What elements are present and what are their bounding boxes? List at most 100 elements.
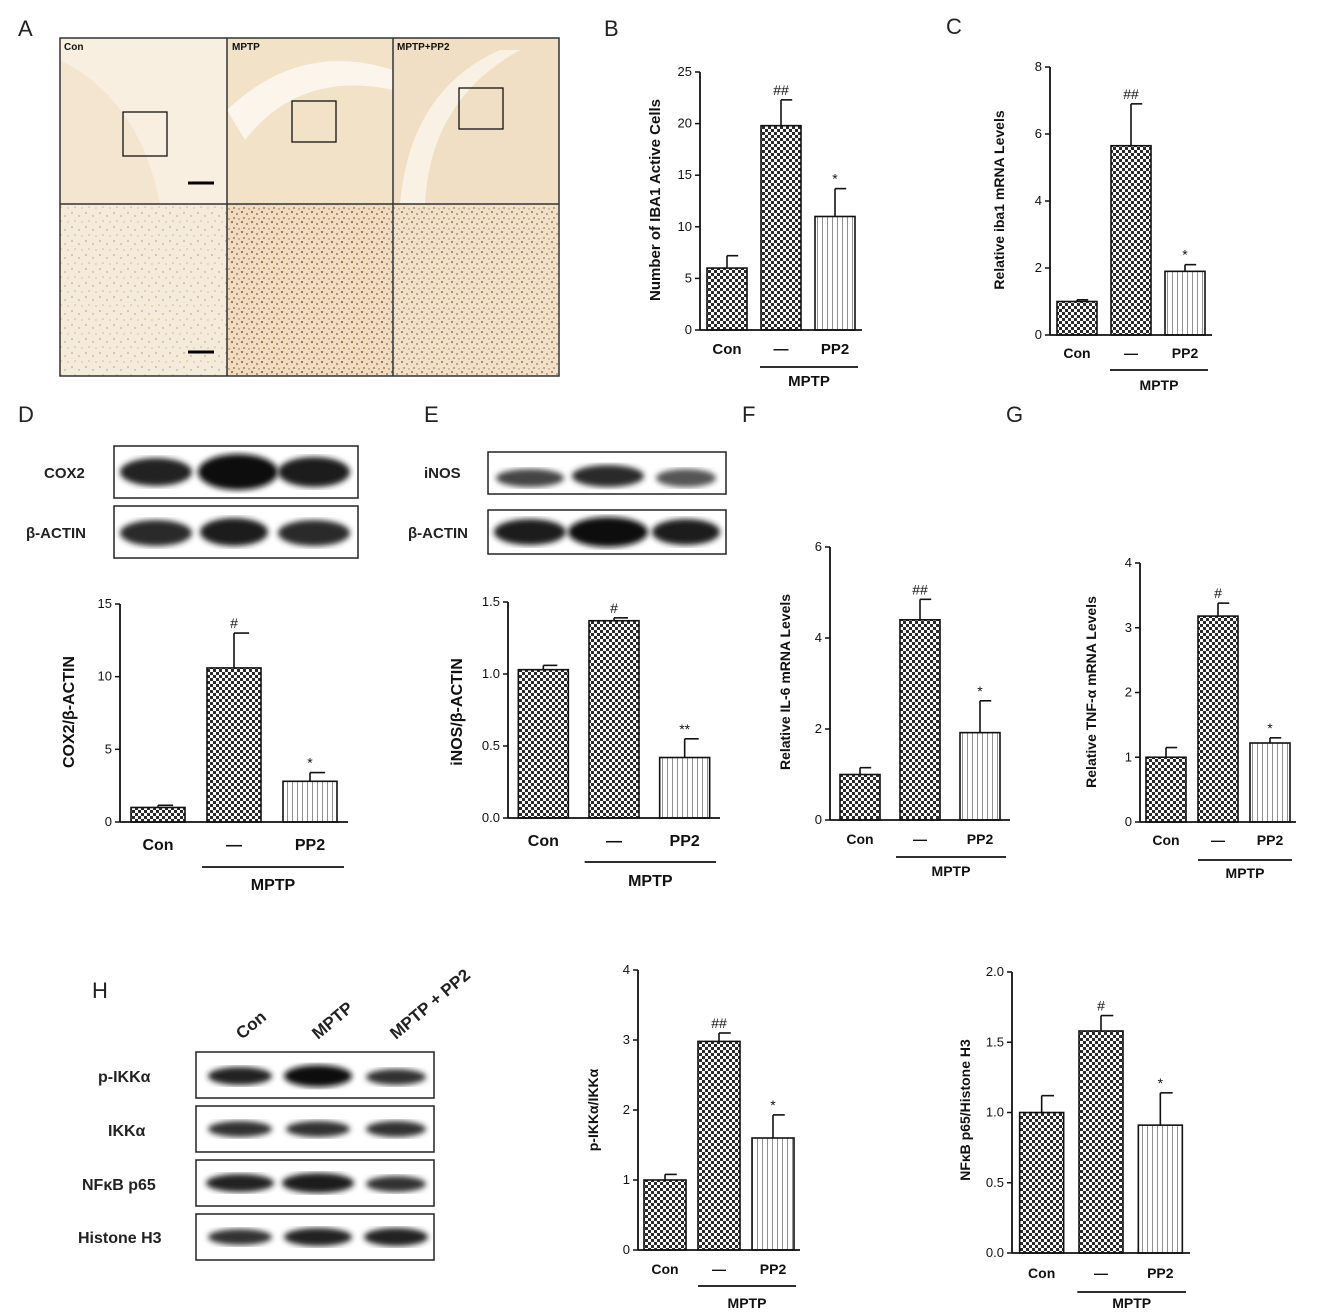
micrograph-mptp-zoom — [227, 204, 393, 376]
blot-band — [282, 1173, 354, 1193]
significance-marker: * — [977, 683, 983, 699]
category-label: Con — [651, 1261, 678, 1277]
blot-column-label: MPTP — [308, 998, 356, 1043]
bar — [959, 731, 1001, 821]
y-tick-label: 3 — [1125, 620, 1132, 635]
y-tick-label: 10 — [678, 219, 692, 234]
blot-row-label: p-IKKα — [98, 1069, 151, 1086]
category-label: Con — [712, 341, 741, 358]
micrograph-label-mptp: MPTP — [232, 42, 260, 53]
blot-column-label: Con — [232, 1007, 270, 1043]
bar — [1249, 742, 1291, 823]
panel-letter-E: E — [424, 402, 439, 427]
chart-f: 0 2 4 6 Relative IL-6 mRNA Levels Con ## — * PP2 M… — [777, 539, 1010, 879]
blot-band — [284, 1228, 352, 1246]
significance-marker: # — [1214, 585, 1222, 601]
category-label: PP2 — [1172, 345, 1199, 361]
y-tick-label: 6 — [1035, 126, 1042, 141]
bar — [658, 756, 711, 819]
blot-row-label: β-ACTIN — [26, 525, 86, 542]
y-tick-label: 0.5 — [482, 738, 500, 753]
category-label: — — [712, 1261, 726, 1277]
blot-row-label: NFκB p65 — [82, 1177, 156, 1194]
chart-e: 0.0 0.5 1.0 1.5 iNOS/β-ACTIN Con # — ** PP2 MPTP — [449, 594, 720, 890]
y-tick-label: 5 — [105, 741, 112, 756]
category-label: Con — [528, 833, 559, 850]
y-tick-label: 2.0 — [986, 964, 1004, 979]
blot-band — [284, 1065, 352, 1087]
category-label: PP2 — [1147, 1265, 1174, 1281]
category-label: PP2 — [760, 1261, 787, 1277]
bar — [1078, 1030, 1124, 1254]
panel-letters: A B C D E F G H — [18, 14, 1023, 1003]
significance-marker: * — [1267, 720, 1273, 736]
y-tick-label: 2 — [623, 1102, 630, 1117]
bar — [1018, 1111, 1065, 1254]
blot-band — [496, 469, 564, 487]
y-tick-label: 2 — [1035, 260, 1042, 275]
y-axis-label: NFκB p65/Histone H3 — [957, 1039, 973, 1181]
y-tick-label: 0 — [815, 812, 822, 827]
category-label: Con — [1063, 345, 1090, 361]
group-label: MPTP — [1226, 865, 1265, 881]
category-label: — — [1094, 1265, 1108, 1281]
bar — [206, 667, 262, 823]
blot-band — [572, 465, 644, 487]
significance-marker: * — [1182, 247, 1188, 263]
category-label: — — [1211, 832, 1225, 848]
blot-band — [120, 458, 192, 486]
bar — [517, 668, 570, 819]
blot-band — [208, 1067, 272, 1085]
significance-marker: # — [1097, 998, 1105, 1014]
white-matter-band — [227, 61, 393, 140]
category-label: PP2 — [821, 341, 849, 358]
zoom-region-box — [291, 100, 337, 143]
significance-marker: # — [230, 615, 238, 631]
bar — [814, 215, 856, 331]
group-label: MPTP — [628, 873, 673, 890]
blot-band — [120, 520, 192, 546]
group-label: MPTP — [251, 877, 296, 894]
y-tick-label: 15 — [678, 167, 692, 182]
micrograph-frame — [59, 37, 560, 377]
blot-column-label: MPTP + PP2 — [386, 965, 474, 1043]
y-tick-label: 0 — [623, 1242, 630, 1257]
bar — [706, 267, 748, 331]
micrograph-con-zoom — [60, 204, 227, 376]
significance-marker: ## — [1123, 86, 1139, 102]
y-tick-label: 1.5 — [482, 594, 500, 609]
significance-marker: * — [832, 171, 838, 187]
y-tick-label: 2 — [815, 721, 822, 736]
zoom-region-box — [458, 87, 504, 130]
panel-letter-G: G — [1006, 402, 1023, 427]
chart-h1: 0 1 2 3 4 p-IKKα/IKKα Con ## — * PP2 MPTP — [585, 962, 800, 1311]
blot-band — [494, 519, 566, 545]
y-tick-label: 4 — [1125, 555, 1132, 570]
y-tick-label: 2 — [1125, 685, 1132, 700]
category-label: PP2 — [967, 831, 994, 847]
significance-marker: ## — [711, 1015, 727, 1031]
group-label: MPTP — [788, 373, 830, 390]
group-label: MPTP — [1112, 1295, 1151, 1311]
panel-letter-B: B — [604, 16, 619, 41]
blot-band — [366, 1069, 426, 1085]
panel-letter-C: C — [946, 14, 962, 39]
y-tick-label: 3 — [623, 1032, 630, 1047]
bar — [643, 1179, 687, 1251]
blot-row-label: COX2 — [44, 465, 85, 482]
bar — [899, 618, 941, 821]
tissue-region — [60, 60, 160, 204]
western-blot-h: Con MPTP MPTP + PP2 p-IKKα IKKα NFκB p65… — [78, 965, 474, 1261]
group-label: MPTP — [932, 863, 971, 879]
y-axis-label: Relative iba1 mRNA Levels — [991, 110, 1007, 289]
chart-d: 0 5 10 15 COX2/β-ACTIN Con # — * PP2 MPTP — [61, 596, 348, 894]
y-tick-label: 8 — [1035, 59, 1042, 74]
bar — [751, 1137, 795, 1251]
panel-letter-D: D — [18, 402, 34, 427]
panel-letter-A: A — [18, 16, 33, 41]
significance-marker: * — [770, 1097, 776, 1113]
y-tick-label: 0 — [685, 322, 692, 337]
y-tick-label: 10 — [98, 669, 112, 684]
y-axis-label: p-IKKα/IKKα — [585, 1068, 601, 1151]
